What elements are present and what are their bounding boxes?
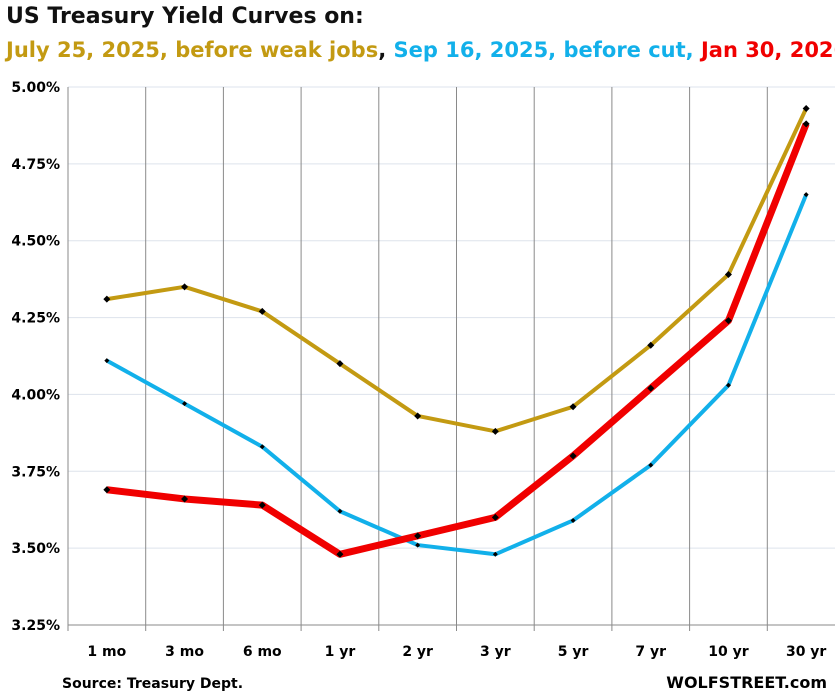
data-point: [803, 192, 809, 198]
data-point: [103, 486, 111, 494]
y-tick-label: 5.00%: [11, 80, 60, 96]
source-note: Source: Treasury Dept.: [62, 676, 244, 692]
data-point: [336, 360, 344, 368]
subtitle-part-sep: Sep 16, 2025, before cut,: [393, 38, 701, 62]
y-tick-label: 4.25%: [11, 311, 60, 327]
x-tick-label: 3 yr: [480, 644, 511, 660]
data-point: [648, 462, 654, 468]
data-point: [647, 384, 655, 392]
data-point: [415, 542, 421, 548]
data-point: [414, 412, 422, 420]
x-tick-label: 1 yr: [325, 644, 356, 660]
data-point: [337, 508, 343, 514]
data-point: [182, 401, 188, 407]
data-point: [569, 403, 577, 411]
data-point: [414, 532, 422, 540]
x-tick-label: 7 yr: [635, 644, 666, 660]
data-point: [181, 495, 189, 503]
series-line-1: [106, 107, 808, 434]
subtitle-separator: ,: [378, 38, 394, 62]
y-tick-label: 4.75%: [11, 157, 60, 173]
data-point: [491, 427, 499, 435]
data-point: [724, 317, 732, 325]
y-tick-label: 3.50%: [11, 541, 60, 557]
data-point: [724, 271, 732, 279]
data-point: [259, 444, 265, 450]
series-line-2: [105, 193, 809, 557]
x-tick-label: 10 yr: [708, 644, 748, 660]
x-tick-label: 1 mo: [87, 644, 126, 660]
x-tick-label: 6 mo: [243, 644, 282, 660]
series-line-3: [106, 122, 810, 558]
y-tick-label: 4.50%: [11, 234, 60, 250]
data-point: [491, 513, 499, 521]
data-point: [725, 382, 731, 388]
x-tick-label: 30 yr: [786, 644, 826, 660]
y-tick-label: 3.75%: [11, 464, 60, 480]
y-tick-label: 3.25%: [11, 618, 60, 634]
x-tick-label: 3 mo: [165, 644, 204, 660]
data-point: [258, 307, 266, 315]
data-point: [181, 283, 189, 291]
data-point: [258, 501, 266, 509]
data-point: [570, 517, 576, 523]
subtitle-part-jan: Jan 30, 2026: [700, 38, 835, 62]
x-tick-label: 2 yr: [402, 644, 433, 660]
data-point: [104, 358, 110, 364]
data-point: [569, 452, 577, 460]
brand-label: WOLFSTREET.com: [666, 673, 827, 692]
chart-subtitle: July 25, 2025, before weak jobs, Sep 16,…: [6, 38, 835, 62]
x-tick-label: 5 yr: [558, 644, 589, 660]
data-point: [103, 295, 111, 303]
data-point: [802, 105, 810, 113]
y-tick-label: 4.00%: [11, 387, 60, 403]
data-point: [802, 120, 810, 128]
chart-title: US Treasury Yield Curves on:: [6, 4, 364, 29]
subtitle-part-july: July 25, 2025, before weak jobs: [6, 38, 379, 62]
data-point: [336, 550, 344, 558]
data-point: [492, 551, 498, 557]
data-point: [647, 341, 655, 349]
